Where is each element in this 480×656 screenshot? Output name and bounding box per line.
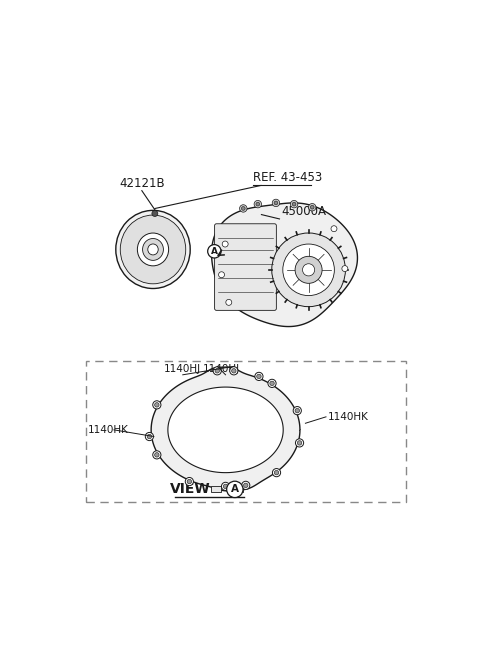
Circle shape: [232, 369, 236, 373]
Circle shape: [152, 211, 158, 216]
Circle shape: [153, 401, 161, 409]
Bar: [233, 485, 243, 493]
Circle shape: [272, 233, 346, 306]
Text: 1140HJ: 1140HJ: [164, 364, 201, 374]
Ellipse shape: [143, 239, 163, 260]
Text: 1140HJ: 1140HJ: [203, 364, 240, 374]
Circle shape: [218, 272, 225, 277]
Bar: [211, 485, 221, 493]
Circle shape: [147, 434, 152, 439]
Circle shape: [185, 478, 193, 485]
Circle shape: [221, 482, 229, 491]
Circle shape: [215, 369, 219, 373]
Polygon shape: [168, 387, 283, 472]
Text: 1140HK: 1140HK: [88, 425, 129, 435]
Text: REF. 43-453: REF. 43-453: [253, 171, 323, 184]
Circle shape: [342, 266, 348, 272]
Circle shape: [254, 201, 262, 208]
Circle shape: [213, 367, 221, 375]
Circle shape: [227, 482, 243, 497]
Circle shape: [223, 484, 228, 489]
Circle shape: [155, 403, 159, 407]
Polygon shape: [212, 203, 358, 327]
FancyBboxPatch shape: [215, 224, 276, 310]
Text: 42121B: 42121B: [119, 177, 165, 190]
Circle shape: [296, 439, 304, 447]
Circle shape: [293, 407, 301, 415]
Circle shape: [272, 199, 280, 207]
Circle shape: [145, 432, 154, 441]
Circle shape: [241, 482, 250, 489]
Circle shape: [255, 373, 263, 380]
Circle shape: [257, 374, 261, 379]
Circle shape: [226, 299, 232, 305]
Ellipse shape: [137, 233, 168, 266]
Polygon shape: [151, 367, 300, 491]
Circle shape: [290, 201, 298, 208]
Circle shape: [187, 480, 192, 483]
Circle shape: [309, 203, 316, 211]
Circle shape: [241, 207, 245, 211]
Circle shape: [240, 205, 247, 212]
Circle shape: [153, 451, 161, 459]
Circle shape: [243, 483, 248, 487]
Ellipse shape: [148, 244, 158, 255]
Circle shape: [274, 201, 278, 205]
Circle shape: [273, 468, 281, 477]
Circle shape: [295, 256, 322, 283]
Circle shape: [297, 441, 302, 445]
Text: 1140HK: 1140HK: [328, 412, 369, 422]
Circle shape: [155, 453, 159, 457]
Text: A: A: [231, 484, 239, 495]
Ellipse shape: [116, 211, 190, 289]
Circle shape: [274, 470, 279, 475]
Circle shape: [256, 202, 260, 206]
Circle shape: [208, 245, 221, 258]
Circle shape: [283, 244, 335, 296]
Bar: [86, 361, 406, 502]
Text: VIEW: VIEW: [170, 482, 211, 497]
Circle shape: [295, 409, 300, 413]
Text: A: A: [211, 247, 218, 256]
Circle shape: [222, 241, 228, 247]
Text: 45000A: 45000A: [281, 205, 326, 218]
Circle shape: [270, 381, 274, 386]
Circle shape: [311, 205, 314, 209]
Circle shape: [292, 202, 296, 206]
Circle shape: [302, 264, 315, 276]
Circle shape: [230, 367, 238, 375]
Ellipse shape: [120, 215, 186, 284]
Circle shape: [268, 379, 276, 388]
Circle shape: [331, 226, 337, 232]
